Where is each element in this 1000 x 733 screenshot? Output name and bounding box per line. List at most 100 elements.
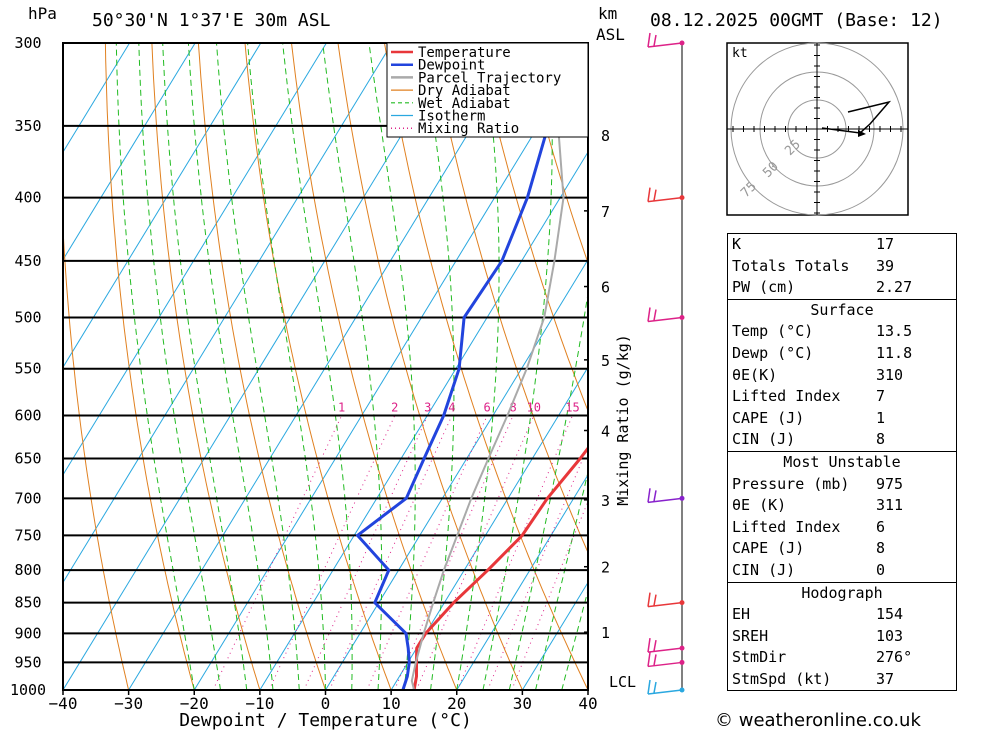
x-tick-label: −40 xyxy=(49,694,78,713)
x-axis-label: Dewpoint / Temperature (°C) xyxy=(179,710,472,731)
pressure-tick-label: 350 xyxy=(14,117,41,135)
surface-row: θE(K) 310 xyxy=(728,365,956,387)
pressure-tick-label: 800 xyxy=(14,561,41,579)
legend-entry-label: Parcel Trajectory xyxy=(418,70,561,86)
isotherm-line xyxy=(63,43,459,690)
surface-row: Temp (°C) 13.5 xyxy=(728,321,956,343)
x-tick-label: −10 xyxy=(245,694,274,713)
km-tick-label: 8 xyxy=(601,127,610,145)
index-value: 103 xyxy=(876,626,904,645)
wind-barb-shaft xyxy=(647,661,683,668)
wind-barb xyxy=(647,187,683,203)
wind-barb-flag xyxy=(647,307,651,322)
hodograph-row: StmSpd (kt) 37 xyxy=(728,669,956,691)
isotherm-line xyxy=(128,43,524,690)
isotherm-line xyxy=(456,473,588,690)
hodograph-row: EH 154 xyxy=(728,604,956,626)
index-value: 2.27 xyxy=(876,278,913,297)
wind-barb-flag xyxy=(653,189,657,201)
mixing-ratio-line xyxy=(212,415,343,690)
wet-adiabat-line xyxy=(422,43,455,690)
mixing-ratio-value-label: 10 xyxy=(527,400,541,414)
km-tick-label: 1 xyxy=(601,624,610,642)
wind-barb-flag xyxy=(647,652,651,667)
index-value: 1 xyxy=(876,408,886,427)
wind-barb-flag xyxy=(653,490,657,502)
index-value: 37 xyxy=(876,669,895,688)
surface-section-title: Surface xyxy=(810,300,874,319)
wind-barb-shaft xyxy=(647,689,683,695)
mixing-ratio-line xyxy=(511,500,588,690)
lcl-label: LCL xyxy=(609,673,636,691)
legend-entry-label: Temperature xyxy=(418,45,511,61)
wind-barb-flag xyxy=(653,309,657,321)
mixing-ratio-value-label: 1 xyxy=(338,400,345,414)
km-tick-label: 3 xyxy=(601,492,610,510)
index-value: 11.8 xyxy=(876,343,913,362)
mixing-ratio-line xyxy=(457,415,573,690)
pressure-tick-label: 550 xyxy=(14,360,41,378)
mixing-ratio-value-label: 6 xyxy=(484,400,491,414)
wind-barb xyxy=(647,592,683,608)
index-value: 8 xyxy=(876,430,886,449)
pressure-tick-label: 700 xyxy=(14,489,41,507)
isotherm-line xyxy=(390,366,588,690)
index-label: CAPE (J) xyxy=(732,408,805,427)
mixing-ratio-value-label: 20 xyxy=(594,400,608,414)
index-value: 6 xyxy=(876,517,886,536)
index-value: 8 xyxy=(876,539,886,558)
surface-row: CIN (J) 8 xyxy=(728,429,956,451)
wind-barb-flag xyxy=(653,34,657,47)
dry-adiabat-line xyxy=(104,43,195,690)
most-unstable-row: Pressure (mb) 975 xyxy=(728,474,956,496)
index-value: 975 xyxy=(876,474,904,493)
wet-adiabat-line xyxy=(508,290,588,690)
wet-adiabat-line xyxy=(282,43,353,690)
location-title: 50°30'N 1°37'E 30m ASL xyxy=(92,10,331,31)
wet-adiabat-line xyxy=(322,43,383,690)
most-unstable-row: Lifted Index 6 xyxy=(728,517,956,539)
pressure-tick-label: 600 xyxy=(14,406,41,424)
mixing-ratio-line xyxy=(394,415,514,690)
wind-barb-shaft xyxy=(647,316,683,323)
surface-row: Dewp (°C) 11.8 xyxy=(728,343,956,365)
wet-adiabat-line xyxy=(561,588,588,690)
index-label: Temp (°C) xyxy=(732,322,814,341)
isotherm-line xyxy=(63,43,327,476)
legend-box xyxy=(386,42,589,138)
isotherm-line xyxy=(63,43,393,584)
credit-text: © weatheronline.co.uk xyxy=(715,710,921,731)
index-label: SREH xyxy=(732,626,769,645)
mixing-ratio-value-label: 4 xyxy=(448,400,455,414)
index-row: K 17 xyxy=(728,234,956,256)
most-unstable-row: CIN (J) 0 xyxy=(728,560,956,582)
index-label: PW (cm) xyxy=(732,278,796,297)
index-label: Pressure (mb) xyxy=(732,474,850,493)
km-tick-label: 4 xyxy=(601,423,610,441)
wind-barb xyxy=(647,32,683,48)
index-value: 311 xyxy=(876,496,904,515)
index-label: Totals Totals xyxy=(732,256,850,275)
wind-barb-shaft xyxy=(647,42,683,48)
pressure-tick-label: 300 xyxy=(14,34,41,52)
wet-adiabat-line xyxy=(162,43,248,690)
parcel-trajectory-line xyxy=(410,43,565,690)
hodograph-row: StmDir 276° xyxy=(728,647,956,669)
most-unstable-section-title: Most Unstable xyxy=(783,452,901,471)
surface-row: CAPE (J) 1 xyxy=(728,408,956,430)
most-unstable-row: θE (K) 311 xyxy=(728,495,956,517)
wind-barb-flag xyxy=(653,594,657,606)
mixing-ratio-value-label: 3 xyxy=(424,400,431,414)
mixing-ratio-line xyxy=(329,415,453,690)
km-tick-label: 6 xyxy=(601,279,610,297)
index-label: CIN (J) xyxy=(732,430,796,449)
x-tick-label: 30 xyxy=(513,694,532,713)
legend-entry-label: Mixing Ratio xyxy=(418,121,519,137)
dry-adiabat-line xyxy=(197,43,326,690)
wind-barb xyxy=(647,679,683,695)
pressure-tick-label: 750 xyxy=(14,526,41,544)
wet-adiabat-line xyxy=(138,43,221,690)
wind-barb-flag xyxy=(653,639,657,652)
hodograph-unit-label: kt xyxy=(732,46,748,61)
